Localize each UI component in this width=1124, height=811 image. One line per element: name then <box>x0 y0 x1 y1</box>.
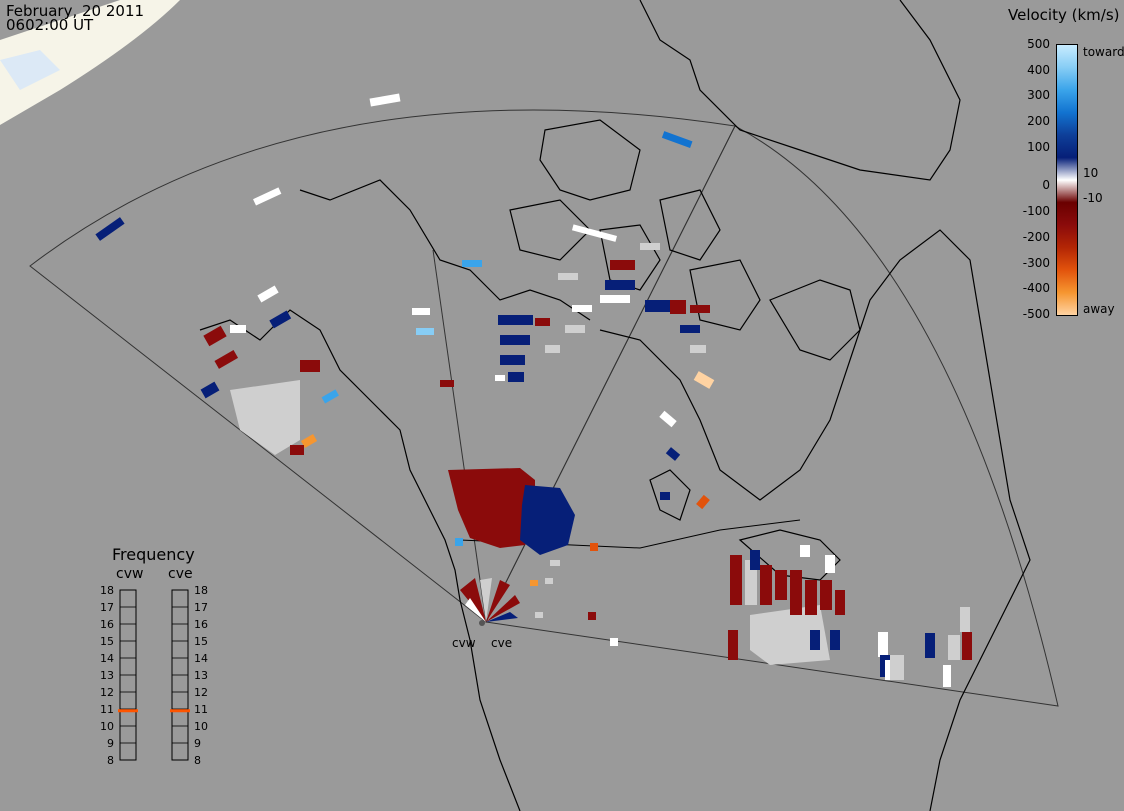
frequency-level-label: 14 <box>100 652 114 665</box>
radar-label-west: cvw <box>452 636 476 650</box>
velocity-tick: -500 <box>1022 307 1050 321</box>
frequency-level-label: 15 <box>194 635 208 648</box>
velocity-colorbar <box>1056 44 1078 316</box>
frequency-level-label: 17 <box>194 601 208 614</box>
frequency-level-label: 14 <box>194 652 208 665</box>
frequency-level-label: 11 <box>194 703 208 716</box>
echo-region-red <box>448 468 535 548</box>
frequency-bars: 18 17 16 15 14 13 12 11 10 9 8 18 17 16 15 14 13 12 11 10 9 8 <box>100 584 208 767</box>
velocity-tick: -200 <box>1022 229 1050 244</box>
away-label: away <box>1083 302 1115 316</box>
velocity-tick: 100 <box>1027 139 1050 154</box>
echo-region-ground-west <box>230 380 300 455</box>
frequency-level-label: 16 <box>100 618 114 631</box>
frequency-level-label: 10 <box>100 720 114 733</box>
echo-region-blue <box>520 485 575 555</box>
frequency-panel: Frequency cvw cve 18 17 16 15 14 13 12 11 10 9 8 18… <box>90 545 230 778</box>
frequency-level-label: 8 <box>194 754 201 767</box>
frequency-cve-label: cve <box>168 566 193 582</box>
polar-cap-region <box>0 0 180 125</box>
velocity-tick: -300 <box>1022 255 1050 270</box>
frequency-level-label: 17 <box>100 601 114 614</box>
radar-site-cvw <box>479 620 485 626</box>
velocity-tick: 200 <box>1027 114 1050 129</box>
frequency-level-label: 9 <box>107 737 114 750</box>
frequency-level-label: 16 <box>194 618 208 631</box>
velocity-legend-title: Velocity (km/s) <box>1008 6 1120 24</box>
ice-patch <box>0 50 60 90</box>
frequency-cvw-label: cvw <box>116 566 144 582</box>
coastlines <box>199 0 1031 811</box>
echo-cells <box>95 93 972 687</box>
velocity-tick: 400 <box>1027 62 1050 77</box>
toward-label: toward <box>1083 45 1124 59</box>
frequency-level-label: 12 <box>194 686 208 699</box>
radar-echoes <box>230 380 830 665</box>
frequency-level-label: 13 <box>194 669 208 682</box>
frequency-level-label: 9 <box>194 737 201 750</box>
frequency-level-label: 13 <box>100 669 114 682</box>
fov-west-edge <box>432 249 487 623</box>
frequency-level-label: 8 <box>107 754 114 767</box>
frequency-level-label: 11 <box>100 703 114 716</box>
frequency-title: Frequency <box>112 545 195 564</box>
fov-west <box>29 109 736 623</box>
frequency-level-label: 18 <box>194 584 208 597</box>
frequency-level-label: 12 <box>100 686 114 699</box>
frequency-level-label: 18 <box>100 584 114 597</box>
map-date: February, 20 2011 <box>6 2 145 20</box>
fov-east <box>485 125 1059 707</box>
velocity-tick: 0 <box>1042 178 1050 193</box>
velocity-tick: -10 <box>1083 191 1103 206</box>
radar-label-east: cve <box>491 636 513 650</box>
map-time: 0602:00 UT <box>6 16 94 34</box>
velocity-tick: 10 <box>1083 165 1099 180</box>
velocity-tick: 300 <box>1027 88 1050 103</box>
frequency-level-label: 15 <box>100 635 114 648</box>
velocity-tick: 500 <box>1027 37 1050 51</box>
velocity-tick: -100 <box>1022 204 1050 219</box>
frequency-level-label: 10 <box>194 720 208 733</box>
velocity-tick: -400 <box>1022 281 1050 296</box>
